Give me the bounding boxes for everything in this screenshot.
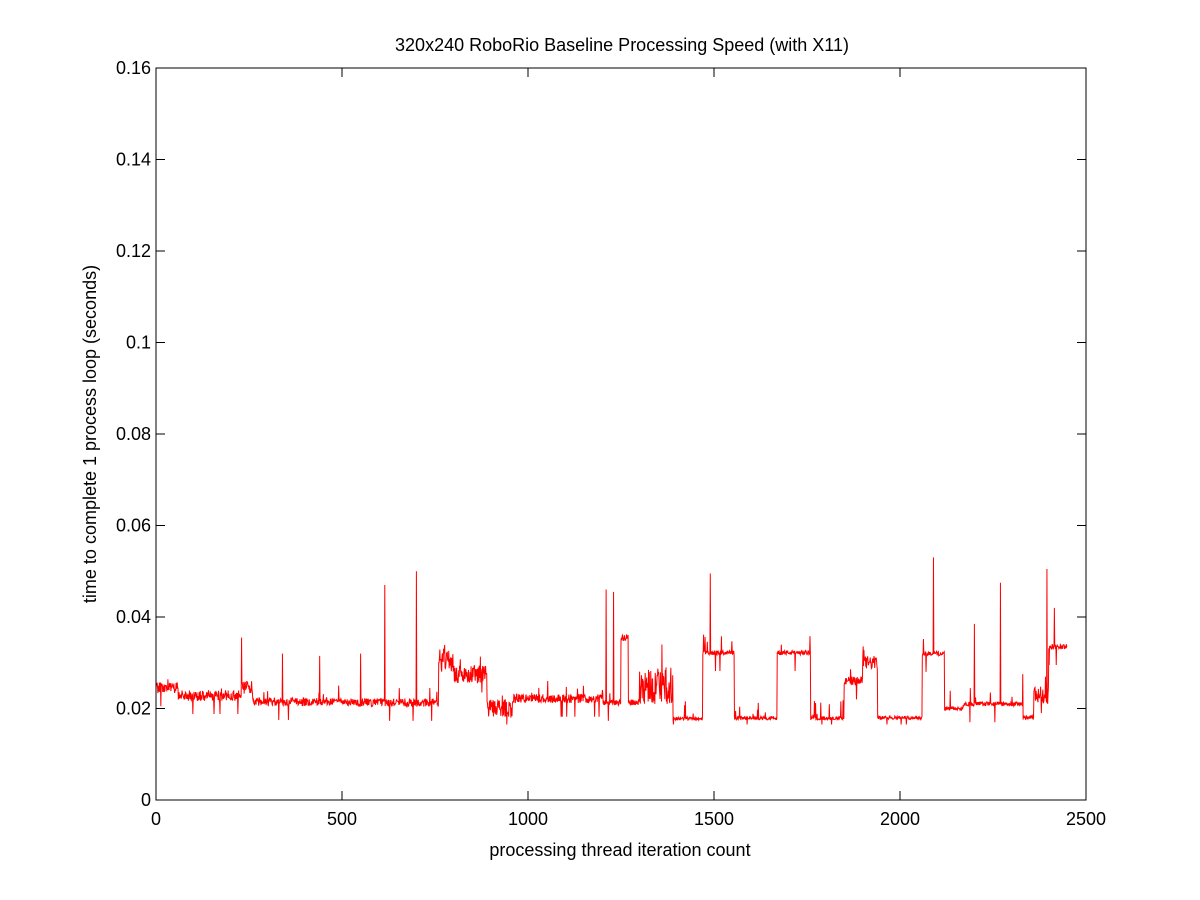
y-tick-label: 0.1 (126, 333, 151, 353)
y-tick-label: 0.06 (116, 516, 151, 536)
y-tick-label: 0.04 (116, 607, 151, 627)
y-axis-label: time to complete 1 process loop (seconds… (80, 265, 100, 603)
y-tick-label: 0.02 (116, 699, 151, 719)
chart-title: 320x240 RoboRio Baseline Processing Spee… (395, 35, 849, 55)
x-tick-label: 1500 (694, 809, 734, 829)
x-tick-label: 2000 (880, 809, 920, 829)
y-tick-label: 0.14 (116, 150, 151, 170)
y-tick-label: 0.12 (116, 241, 151, 261)
y-tick-label: 0.08 (116, 424, 151, 444)
x-axis-label: processing thread iteration count (489, 840, 750, 860)
plot-area: 0 500 1000 1500 2000 2500 0 0.02 0.04 0.06 0.08 0.… (116, 58, 1106, 829)
x-tick-label: 0 (151, 809, 161, 829)
x-tick-label: 2500 (1066, 809, 1106, 829)
y-tick-label: 0.16 (116, 58, 151, 78)
x-tick-label: 1000 (508, 809, 548, 829)
x-tick-label: 500 (327, 809, 357, 829)
y-tick-label: 0 (141, 790, 151, 810)
